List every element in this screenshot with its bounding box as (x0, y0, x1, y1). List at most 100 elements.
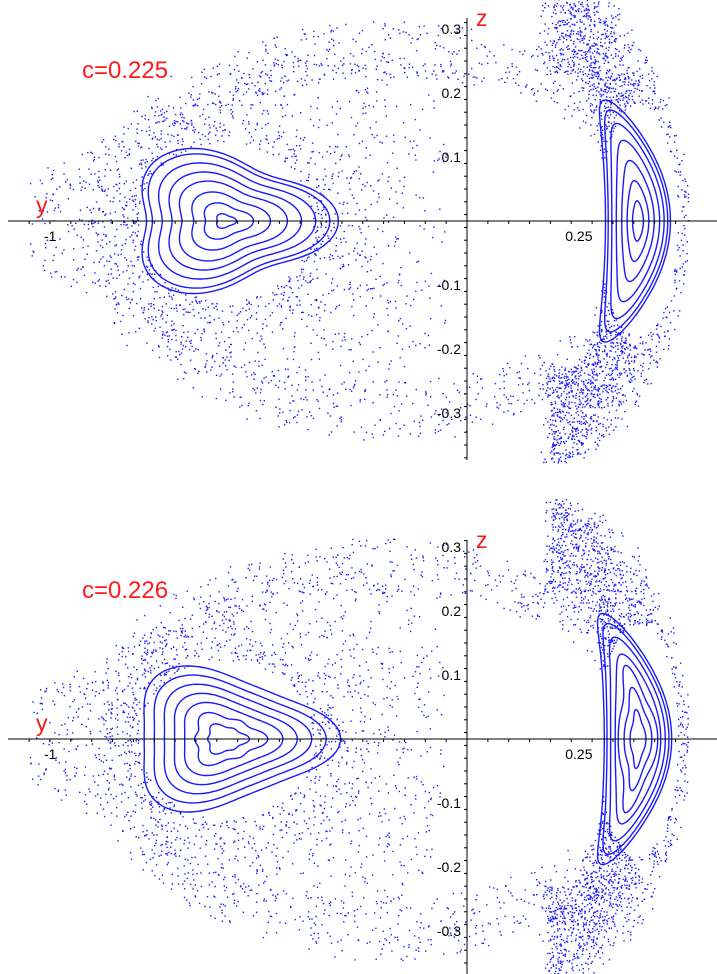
chaos-point (85, 181, 87, 184)
chaos-point (404, 382, 406, 384)
chaos-point (548, 52, 550, 54)
chaos-point (560, 5, 562, 7)
chaos-point (580, 367, 583, 370)
chaos-point (578, 109, 580, 112)
chaos-point (240, 396, 242, 398)
chaos-point (589, 36, 592, 38)
chaos-point (564, 23, 566, 26)
chaos-point (626, 89, 628, 92)
chaos-point (299, 137, 302, 140)
chaos-point (384, 39, 386, 41)
chaos-point (114, 291, 117, 293)
chaos-point (605, 35, 607, 37)
chaos-point (426, 655, 428, 657)
chaos-point (592, 395, 594, 398)
chaos-point (59, 211, 62, 213)
chaos-point (471, 39, 473, 42)
chaos-point (130, 741, 133, 743)
chaos-point (61, 252, 63, 255)
chaos-point (568, 21, 570, 24)
chaos-point (618, 8, 620, 10)
chaos-point (631, 83, 634, 86)
chaos-point (370, 185, 372, 187)
chaos-point (654, 106, 657, 108)
chaos-point (312, 727, 314, 730)
chaos-point (596, 331, 598, 333)
chaos-point (277, 285, 279, 287)
chaos-point (248, 301, 250, 303)
chaos-point (108, 148, 110, 150)
chaos-point (562, 402, 564, 404)
chaos-point (75, 222, 77, 224)
chaos-point (619, 79, 622, 81)
chaos-point (573, 3, 575, 5)
chaos-point (76, 234, 78, 236)
chaos-point (416, 72, 418, 74)
chaos-point (644, 62, 646, 64)
chaos-point (503, 394, 505, 396)
chaos-point (548, 59, 551, 62)
chaos-point (456, 389, 459, 392)
chaos-point (318, 212, 320, 215)
chaos-point (160, 130, 163, 132)
chaos-point (617, 417, 619, 419)
chaos-point (611, 377, 614, 379)
chaos-point (98, 176, 100, 178)
chaos-point (600, 398, 602, 400)
chaos-point (564, 406, 566, 408)
chaos-point (57, 204, 60, 206)
chaos-point (325, 213, 327, 215)
chaos-point (148, 126, 151, 128)
chaos-point (118, 146, 120, 148)
chaos-point (511, 65, 513, 67)
chaos-point (372, 190, 375, 192)
chaos-point (600, 45, 602, 47)
chaos-point (133, 710, 136, 712)
chaos-point (552, 538, 554, 541)
chaos-point (618, 76, 620, 79)
chaos-point (134, 283, 136, 286)
chaos-point (557, 71, 559, 74)
chaos-point (119, 200, 121, 202)
chaos-point (681, 189, 683, 191)
chaos-point (579, 392, 581, 394)
chaos-point (468, 386, 471, 388)
chaos-point (266, 325, 268, 327)
chaos-point (337, 175, 339, 178)
chaos-point (353, 385, 355, 387)
chaos-point (370, 259, 372, 261)
chaos-point (335, 405, 337, 408)
chaos-point (125, 752, 127, 755)
chaos-point (618, 110, 621, 112)
chaos-point (564, 369, 566, 371)
chaos-point (304, 136, 306, 139)
chaos-point (313, 226, 315, 228)
chaos-point (63, 162, 65, 164)
chaos-point (383, 217, 385, 219)
chaos-point (328, 914, 330, 917)
chaos-point (599, 545, 601, 547)
chaos-point (311, 79, 313, 81)
chaos-point (596, 373, 598, 375)
chaos-point (536, 614, 539, 616)
chaos-point (597, 387, 600, 389)
chaos-point (181, 348, 184, 350)
chaos-point (324, 678, 326, 680)
chaos-point (555, 5, 558, 7)
chaos-point (595, 307, 598, 309)
chaos-point (114, 211, 116, 213)
chaos-point (669, 322, 672, 324)
chaos-point (535, 618, 537, 620)
chaos-point (215, 374, 218, 376)
chaos-point (116, 312, 119, 314)
chaos-point (210, 369, 212, 371)
chaos-point (539, 32, 541, 34)
chaos-point (294, 168, 296, 170)
chaos-point (590, 429, 592, 431)
chaos-point (607, 373, 610, 375)
chaos-point (606, 86, 609, 88)
chaos-point (130, 123, 133, 125)
chaos-point (228, 359, 230, 362)
chaos-point (180, 352, 182, 354)
chaos-point (115, 139, 117, 142)
